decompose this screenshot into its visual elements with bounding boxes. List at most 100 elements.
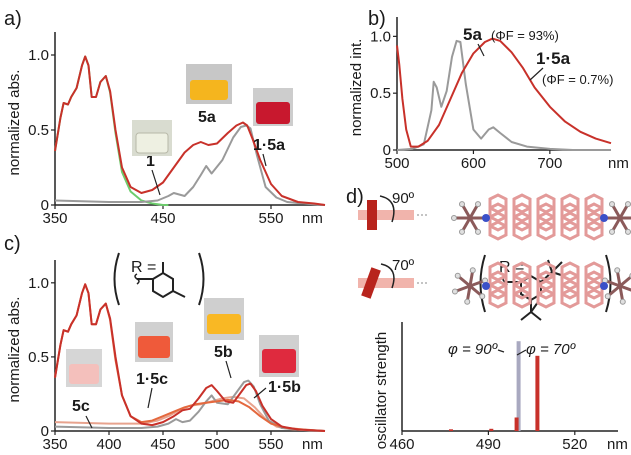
vial-5a-photo bbox=[186, 64, 232, 104]
mol1-ring bbox=[512, 220, 532, 241]
pd-y-axis-label: oscillator strength bbox=[373, 332, 390, 450]
pb-annotation: 5a bbox=[463, 25, 482, 44]
pd-annotation-70: φ = 70º bbox=[526, 341, 577, 358]
pc-x-axis-label: nm bbox=[302, 436, 323, 453]
pc-leader-line bbox=[253, 387, 267, 399]
pa-leader-line bbox=[151, 169, 161, 196]
pa-y-tick-label: 1.0 bbox=[28, 47, 49, 64]
pb-series-line-0 bbox=[396, 39, 611, 151]
mol2-hydrogen bbox=[479, 293, 486, 300]
pc-x-tick-label: 400 bbox=[96, 436, 121, 453]
panel-c-chart: 350 400 450 500 550 nm 0 0.5 1.0 normalized abs. 5… bbox=[6, 260, 326, 453]
mol2-ring bbox=[488, 288, 508, 309]
panel-d-chart: 460 490 520 nm oscillator strength φ = 90º φ =… bbox=[373, 322, 628, 453]
vial-5b-photo bbox=[204, 298, 244, 340]
pd-leader-line bbox=[516, 349, 527, 356]
mol2-nitrogen bbox=[600, 282, 608, 290]
pc-leader-line bbox=[147, 387, 153, 409]
pc-y-axis-label: normalized abs. bbox=[6, 297, 23, 403]
pa-x-tick-label: 450 bbox=[150, 210, 175, 227]
panel-d-letter: d) bbox=[346, 186, 364, 208]
panel-b-letter: b) bbox=[368, 8, 386, 30]
pd-x-axis-label: nm bbox=[607, 436, 628, 453]
mol2-hydrogen bbox=[604, 293, 611, 300]
pc-y-tick-label: 1.0 bbox=[28, 275, 49, 292]
vial-1-5c-photo bbox=[135, 322, 173, 362]
molecule-model-90 bbox=[451, 193, 631, 241]
mol1-hydrogen bbox=[459, 228, 465, 235]
pc-annotation: 1·5b bbox=[268, 379, 301, 396]
pc-leader-line bbox=[85, 415, 93, 429]
pb-x-tick-label: 500 bbox=[384, 155, 409, 172]
panel-a-letter: a) bbox=[4, 8, 22, 30]
panel-b-chart: 500 600 700 nm 0 0.5 1.0 normalized int. 5a (ΦF =… bbox=[348, 17, 629, 172]
vial-1-5b-photo bbox=[259, 335, 299, 377]
pc-annotation: 5c bbox=[72, 398, 90, 415]
pc-annotation: 1·5c bbox=[136, 371, 168, 388]
pd-x-tick-label: 490 bbox=[476, 436, 501, 453]
mol1-ring bbox=[560, 220, 580, 241]
pb-series-line-1 bbox=[396, 37, 612, 148]
mol2-bond bbox=[619, 284, 631, 292]
pc-annotation: 5b bbox=[214, 344, 233, 361]
mol2-hydrogen bbox=[469, 267, 476, 274]
angle-label-70: 70º bbox=[392, 257, 415, 274]
panel-a-chart: 350 450 550 nm 0 0.5 1.0 normalized abs. 1 5a 1·5a bbox=[6, 32, 326, 227]
mol2-hydrogen bbox=[619, 298, 626, 305]
pd-x-tick-label: 460 bbox=[389, 436, 414, 453]
substituent-5c-structure bbox=[113, 252, 205, 306]
pd-leader-line bbox=[497, 349, 505, 353]
pb-y-tick-label: 0 bbox=[383, 142, 391, 159]
mol1-hydrogen bbox=[609, 228, 615, 235]
pc-y-tick-label: 0 bbox=[41, 423, 49, 440]
mol2-bond bbox=[619, 274, 631, 288]
mol1-hydrogen bbox=[475, 201, 481, 208]
mol2-ring bbox=[560, 288, 580, 309]
pa-x-axis-label: nm bbox=[302, 210, 323, 227]
pd-bar-1 bbox=[449, 429, 453, 431]
panel-c-letter: c) bbox=[4, 233, 21, 255]
pa-annotation: 1 bbox=[146, 153, 155, 170]
pa-x-tick-label: 550 bbox=[258, 210, 283, 227]
pd-bar-1 bbox=[514, 417, 519, 431]
pb-leader-line bbox=[529, 67, 544, 81]
pc-x-tick-label: 550 bbox=[258, 436, 283, 453]
pc-series-line-0 bbox=[54, 395, 326, 432]
mol1-hydrogen bbox=[625, 228, 631, 235]
pb-y-tick-label: 0.5 bbox=[370, 85, 391, 102]
mol1-ring bbox=[536, 220, 556, 241]
pb-y-axis-label: normalized int. bbox=[348, 39, 365, 137]
mol1-hydrogen bbox=[609, 201, 615, 208]
pb-y-tick-label: 1.0 bbox=[370, 28, 391, 45]
mol1-hydrogen bbox=[451, 215, 457, 221]
pa-annotation: 1·5a bbox=[253, 137, 285, 154]
pb-x-tick-label: 600 bbox=[461, 155, 486, 172]
vial-1-photo bbox=[132, 120, 172, 156]
pb-leader-line bbox=[477, 43, 485, 57]
pb-x-axis-label: nm bbox=[608, 155, 629, 172]
pd-bar-1 bbox=[535, 355, 540, 431]
pa-annotation: 5a bbox=[198, 109, 216, 126]
pa-series-line-2 bbox=[54, 55, 326, 206]
pb-annotation: (ΦF = 0.7%) bbox=[542, 72, 613, 87]
pc-x-tick-label: 500 bbox=[204, 436, 229, 453]
mol1-ring bbox=[584, 220, 604, 241]
pd-bar-1 bbox=[489, 428, 494, 431]
mol2-ring bbox=[584, 288, 604, 309]
molecule-model-70 bbox=[451, 261, 631, 309]
pb-annotation: (ΦF = 93%) bbox=[491, 28, 559, 43]
pc-x-tick-label: 350 bbox=[42, 436, 67, 453]
mol2-hydrogen bbox=[454, 272, 461, 279]
mol1-hydrogen bbox=[459, 201, 465, 208]
mol1-hydrogen bbox=[475, 228, 481, 235]
substituent-5c-label: R = bbox=[131, 259, 156, 276]
pd-bar-0 bbox=[516, 341, 521, 431]
pd-x-tick-label: 520 bbox=[562, 436, 587, 453]
mol1-hydrogen bbox=[625, 201, 631, 208]
pb-x-tick-label: 700 bbox=[537, 155, 562, 172]
pc-series-line-3 bbox=[54, 283, 326, 432]
mol2-nitrogen bbox=[482, 282, 490, 290]
mol2-hydrogen bbox=[451, 288, 458, 295]
pa-y-tick-label: 0.5 bbox=[28, 122, 49, 139]
